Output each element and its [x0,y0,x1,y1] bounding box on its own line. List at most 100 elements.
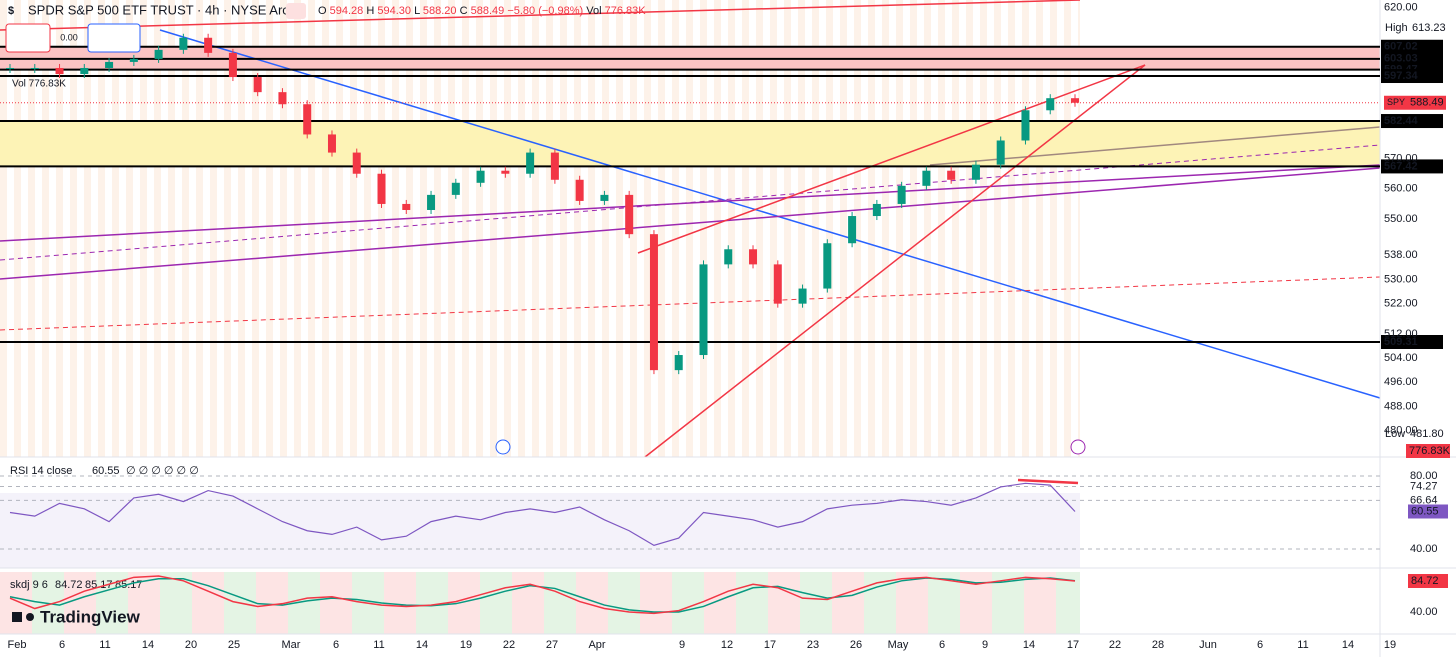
low-text: Low [1385,428,1405,440]
rsi-line [9,482,1076,546]
volume-badge: 776.83K [1409,445,1451,457]
time-tick: Mar [282,639,301,651]
skdj-badge [1408,574,1448,588]
skdj-d: 85.17 [85,579,113,591]
high-label: 613.23 [1412,22,1446,34]
time-tick: 27 [546,639,558,651]
skdj-k: 84.72 [55,579,83,591]
dividend-marker[interactable] [495,439,511,455]
time-tick: Jun [1199,639,1217,651]
level-label: 582.44 [1384,115,1419,127]
candle [1071,98,1079,103]
time-tick: 23 [807,639,819,651]
time-tick: 6 [939,639,945,651]
price-tick: 496.00 [1384,376,1418,388]
candle [526,152,535,174]
price-tick: 480.00 [1384,424,1418,436]
time-tick: 11 [1297,639,1308,651]
candle [872,203,881,217]
time-tick: May [888,639,909,651]
candle [600,194,609,201]
candle [55,67,64,75]
level-badge [1381,51,1443,66]
spread: 0.00 [60,32,78,42]
candle [377,173,386,204]
price-tick: 620.00 [1384,1,1418,13]
price-tick: 522.00 [1384,298,1418,310]
last-badge [1384,95,1446,110]
rsi-badge-label: 60.55 [1411,505,1439,517]
vol-key: Vol [586,5,601,17]
candle [501,170,510,174]
time-tick: 19 [460,639,472,651]
ohlc: O 594.28 H 594.30 L 588.20 C 588.49 −5.8… [318,5,646,17]
price-tick: 550.00 [1384,213,1418,225]
symbol-icon: $ [8,5,14,17]
candle [228,52,237,78]
sell-button[interactable] [5,23,51,53]
buy-button[interactable] [87,23,141,53]
candle [699,264,708,356]
rsi-band [0,493,1080,568]
price-tick: 560.00 [1384,183,1418,195]
candle [823,243,832,289]
time-tick: 11 [99,639,110,651]
vol-overlay: Vol 776.83K [12,79,66,90]
skdj-bg [0,572,1080,634]
price-tick: 488.00 [1384,400,1418,412]
candle [550,152,559,180]
candle [749,249,758,265]
ohlc-value: 588.20 [423,5,457,17]
split-marker[interactable] [1070,439,1086,455]
price-tick: 538.00 [1384,249,1418,261]
candle [402,203,411,210]
logo-icon [12,612,34,622]
rsi-tick: 74.27 [1410,480,1438,492]
skdj-badge-label: 84.72 [1411,575,1439,587]
time-tick: 17 [1067,639,1079,651]
time-tick: 11 [373,639,384,651]
header-buttons [286,3,306,19]
ohlc-value: 588.49 [471,5,505,17]
candle [30,67,39,69]
price-tick: 512.00 [1384,328,1418,340]
time-tick: 20 [185,639,197,651]
level-label: 607.02 [1384,41,1418,53]
candle [6,67,14,69]
level-label: 597.34 [1384,70,1419,82]
rsi-tick: 66.64 [1410,494,1438,506]
time-tick: 14 [142,639,154,651]
high-badge [1408,21,1448,35]
rsi-nulls: ∅ ∅ ∅ ∅ ∅ ∅ [126,465,199,477]
rsi-tick: 40.00 [1410,543,1438,555]
level-badge [1381,114,1443,129]
time-tick: 28 [1152,639,1164,651]
candle [476,170,485,183]
ohlc-key: L [414,5,420,17]
candle [327,134,336,153]
candle [922,170,931,186]
candle [773,264,782,304]
candle [129,58,138,62]
level-badge [1381,69,1443,84]
skdj-tick: 40.00 [1410,606,1438,618]
candle [575,179,584,201]
time-tick: Apr [588,639,605,651]
volume-badge-bg [1406,444,1450,458]
candle [798,288,807,304]
last-symbol: SPY [1387,97,1405,107]
logo-text: TradingView [40,607,141,626]
time-tick: 25 [228,639,240,651]
candle [352,152,361,174]
time-tick: 19 [1384,639,1396,651]
time-tick: 26 [850,639,862,651]
candle [1046,98,1055,111]
symbol-title: SPDR S&P 500 ETF TRUST · 4h · NYSE Arca [28,2,297,17]
candle [451,182,460,195]
candle [1021,110,1030,141]
time-tick: 14 [1342,639,1354,651]
change: −5.80 (−0.98%) [507,5,583,17]
time-tick: Feb [8,639,27,651]
candle [674,355,683,371]
